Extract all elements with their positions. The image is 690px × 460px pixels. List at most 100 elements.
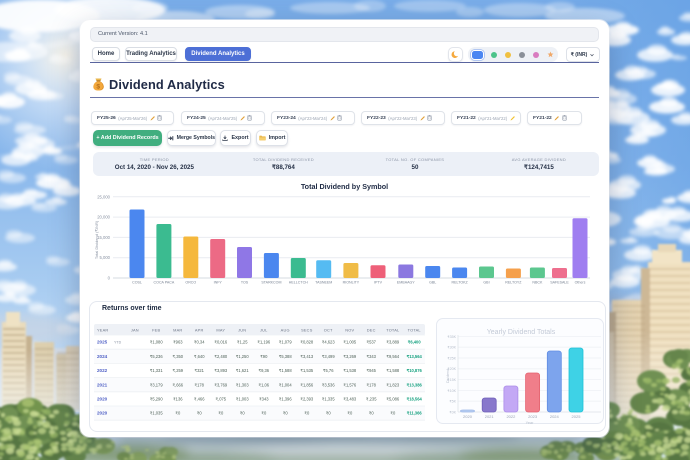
svg-text:₹9,564: ₹9,564 (386, 354, 400, 359)
svg-text:₹1,250: ₹1,250 (236, 354, 250, 359)
svg-text:₹0,34: ₹0,34 (194, 340, 205, 345)
svg-text:₹1,588: ₹1,588 (279, 368, 293, 373)
svg-text:₹0: ₹0 (240, 411, 246, 416)
svg-text:TOTAL: TOTAL (408, 328, 422, 333)
svg-text:₹0: ₹0 (326, 411, 332, 416)
svg-text:$: $ (96, 83, 100, 90)
svg-text:2022: 2022 (506, 414, 516, 419)
svg-text:20,000: 20,000 (97, 215, 110, 220)
svg-text:RIONLITY: RIONLITY (343, 281, 360, 285)
svg-text:₹3,413: ₹3,413 (300, 354, 314, 359)
svg-text:₹15K: ₹15K (447, 378, 456, 382)
svg-text:Year: Year (526, 421, 534, 425)
svg-text:ORCO: ORCO (185, 281, 196, 285)
svg-text:₹13,564: ₹13,564 (407, 354, 423, 359)
svg-text:JUN: JUN (238, 328, 246, 333)
svg-text:₹1,335: ₹1,335 (322, 397, 336, 402)
svg-text:₹3,889: ₹3,889 (386, 340, 400, 345)
svg-text:₹3,483: ₹3,483 (343, 397, 357, 402)
svg-text:₹1,538: ₹1,538 (343, 368, 357, 373)
svg-text:₹,235: ₹,235 (366, 397, 377, 402)
svg-text:Dividend: Dividend (446, 369, 450, 383)
svg-text:₹343: ₹343 (366, 354, 376, 359)
svg-text:₹0: ₹0 (369, 411, 375, 416)
svg-text:₹5K: ₹5K (449, 400, 456, 404)
svg-text:INFY: INFY (214, 281, 223, 285)
svg-text:TASNEEM: TASNEEM (315, 281, 332, 285)
svg-text:₹178: ₹178 (366, 382, 376, 387)
svg-text:₹1,588: ₹1,588 (386, 368, 400, 373)
svg-text:₹0: ₹0 (175, 411, 181, 416)
svg-text:₹0: ₹0 (283, 411, 289, 416)
svg-text:IPTV: IPTV (374, 281, 383, 285)
svg-text:₹,350: ₹,350 (173, 354, 184, 359)
svg-text:₹2,480: ₹2,480 (214, 354, 228, 359)
svg-text:HELLCTCH: HELLCTCH (289, 281, 308, 285)
svg-text:₹20K: ₹20K (447, 367, 456, 371)
svg-text:₹0: ₹0 (197, 411, 203, 416)
svg-text:COCA PACA: COCA PACA (154, 281, 175, 285)
svg-text:₹5,236: ₹5,236 (150, 354, 164, 359)
svg-text:₹4,623: ₹4,623 (322, 340, 336, 345)
svg-text:₹1,035: ₹1,035 (150, 411, 164, 416)
svg-text:₹0: ₹0 (218, 411, 224, 416)
svg-text:₹,640: ₹,640 (194, 354, 205, 359)
svg-text:JUL: JUL (260, 328, 268, 333)
svg-text:₹3,499: ₹3,499 (322, 354, 336, 359)
svg-text:₹5,086: ₹5,086 (386, 397, 400, 402)
svg-text:₹1,06: ₹1,06 (259, 382, 270, 387)
svg-text:APR: APR (195, 328, 204, 333)
svg-text:NOV: NOV (345, 328, 354, 333)
svg-text:15,000: 15,000 (97, 235, 110, 240)
svg-text:₹1,823: ₹1,823 (386, 382, 400, 387)
svg-text:₹1,003: ₹1,003 (236, 397, 250, 402)
svg-text:₹1,004: ₹1,004 (279, 382, 293, 387)
svg-text:₹1,005: ₹1,005 (343, 340, 357, 345)
svg-text:TOS: TOS (241, 281, 249, 285)
svg-text:RELTOYZ: RELTOYZ (505, 281, 522, 285)
svg-text:₹1,079: ₹1,079 (279, 340, 293, 345)
svg-text:₹10,876: ₹10,876 (407, 368, 423, 373)
svg-text:₹5,290: ₹5,290 (150, 397, 164, 402)
svg-text:SAFESALE: SAFESALE (550, 281, 569, 285)
svg-text:₹1,196: ₹1,196 (257, 340, 271, 345)
svg-text:₹0,828: ₹0,828 (300, 340, 314, 345)
svg-text:₹3,769: ₹3,769 (214, 382, 228, 387)
svg-text:FEB: FEB (152, 328, 160, 333)
svg-text:YTD: YTD (114, 341, 122, 345)
svg-text:₹136: ₹136 (173, 397, 183, 402)
svg-text:₹30K: ₹30K (447, 346, 456, 350)
svg-text:MAY: MAY (216, 328, 225, 333)
svg-text:₹,466: ₹,466 (194, 397, 205, 402)
svg-text:2020: 2020 (463, 414, 473, 419)
svg-text:₹,666: ₹,666 (173, 382, 184, 387)
svg-text:2021: 2021 (485, 414, 495, 419)
svg-text:NBCK: NBCK (532, 281, 543, 285)
svg-text:Yearly Dividend Totals: Yearly Dividend Totals (487, 329, 556, 336)
svg-text:₹321: ₹321 (194, 368, 204, 373)
svg-text:RELTOKZ: RELTOKZ (451, 281, 468, 285)
svg-text:₹,259: ₹,259 (173, 368, 184, 373)
svg-text:₹3,179: ₹3,179 (150, 382, 164, 387)
svg-text:Total Dividend (₹INR): Total Dividend (₹INR) (94, 220, 99, 259)
svg-text:YEAR: YEAR (97, 328, 108, 333)
svg-text:EMBAAGY: EMBAAGY (397, 281, 415, 285)
svg-text:TOTAL: TOTAL (386, 328, 400, 333)
svg-text:₹0: ₹0 (261, 411, 267, 416)
svg-text:2022: 2022 (97, 368, 108, 373)
svg-text:₹1,080: ₹1,080 (150, 340, 164, 345)
svg-text:₹3,893: ₹3,893 (214, 368, 228, 373)
svg-text:2025: 2025 (572, 414, 582, 419)
svg-text:₹9,36: ₹9,36 (259, 368, 270, 373)
svg-text:₹178: ₹178 (194, 382, 204, 387)
svg-text:25,000: 25,000 (97, 194, 110, 199)
svg-text:₹0: ₹0 (304, 411, 310, 416)
svg-text:₹1,396: ₹1,396 (279, 397, 293, 402)
svg-text:₹6,400: ₹6,400 (408, 340, 422, 345)
svg-text:₹11,366: ₹11,366 (407, 411, 423, 416)
svg-text:₹3,536: ₹3,536 (322, 382, 336, 387)
svg-text:₹945: ₹945 (366, 368, 376, 373)
svg-text:0: 0 (108, 276, 111, 281)
svg-text:₹5,76: ₹5,76 (323, 368, 334, 373)
svg-text:₹0,016: ₹0,016 (214, 340, 228, 345)
